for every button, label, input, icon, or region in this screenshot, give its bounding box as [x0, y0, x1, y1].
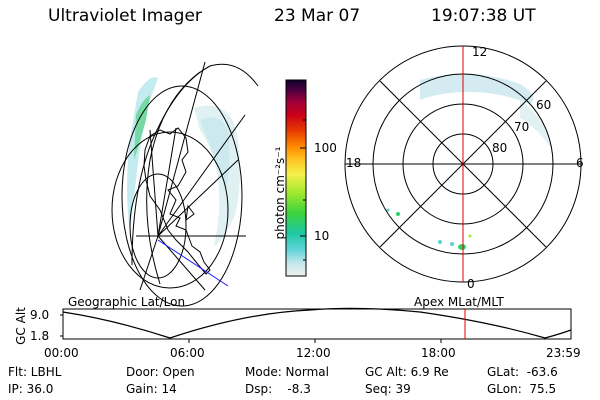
status-gc-alt: GC Alt: 6.9 Re — [365, 365, 449, 379]
colorbar — [285, 79, 307, 277]
colorbar-tick-10: 10 — [314, 229, 330, 243]
status-dsp: Dsp: -8.3 — [245, 382, 311, 396]
status-mode: Mode: Normal — [245, 365, 329, 379]
lat-label-70: 70 — [514, 120, 530, 134]
mlt-label-6: 6 — [576, 156, 584, 170]
colorbar-tick-100: 100 — [314, 141, 337, 155]
timeline-ytick-1: 1.8 — [30, 329, 50, 343]
date-label: 23 Mar 07 — [274, 6, 361, 26]
timeline-right-title: Apex MLat/MLT — [414, 295, 504, 309]
status-door: Door: Open — [126, 365, 195, 379]
timeline-xtick-2: 12:00 — [296, 346, 331, 360]
lat-label-80: 80 — [492, 141, 508, 155]
lat-label-60: 60 — [536, 98, 552, 112]
timeline-xtick-4: 23:59 — [546, 346, 581, 360]
mlt-label-12: 12 — [472, 45, 488, 59]
time-label: 19:07:38 UT — [431, 6, 536, 26]
timeline-xtick-3: 18:00 — [421, 346, 456, 360]
timeline-chart — [60, 307, 572, 343]
polar-emission — [386, 73, 552, 250]
status-filter: Flt: LBHL — [8, 365, 62, 379]
altitude-curve — [62, 307, 572, 339]
status-glat: GLat: -63.6 — [487, 365, 558, 379]
status-gain: Gain: 14 — [126, 382, 177, 396]
emission-haze-left — [127, 77, 240, 246]
status-seq: Seq: 39 — [365, 382, 411, 396]
polar-plot — [344, 45, 582, 283]
status-glon: GLon: 75.5 — [487, 382, 557, 396]
geographic-map — [111, 61, 259, 307]
timeline-ytick-9: 9.0 — [30, 308, 50, 322]
timeline-ylabel: GC Alt — [14, 307, 28, 345]
colorbar-unit-label: photon cm⁻²s⁻¹ — [273, 146, 287, 240]
mlt-label-0: 0 — [467, 277, 475, 291]
timeline-xtick-0: 00:00 — [44, 346, 79, 360]
instrument-title: Ultraviolet Imager — [48, 6, 202, 26]
timeline-xtick-1: 06:00 — [170, 346, 205, 360]
status-ip: IP: 36.0 — [8, 382, 54, 396]
satellite-track — [157, 239, 229, 287]
timeline-left-title: Geographic Lat/Lon — [68, 295, 186, 309]
mlt-label-18: 18 — [346, 156, 362, 170]
